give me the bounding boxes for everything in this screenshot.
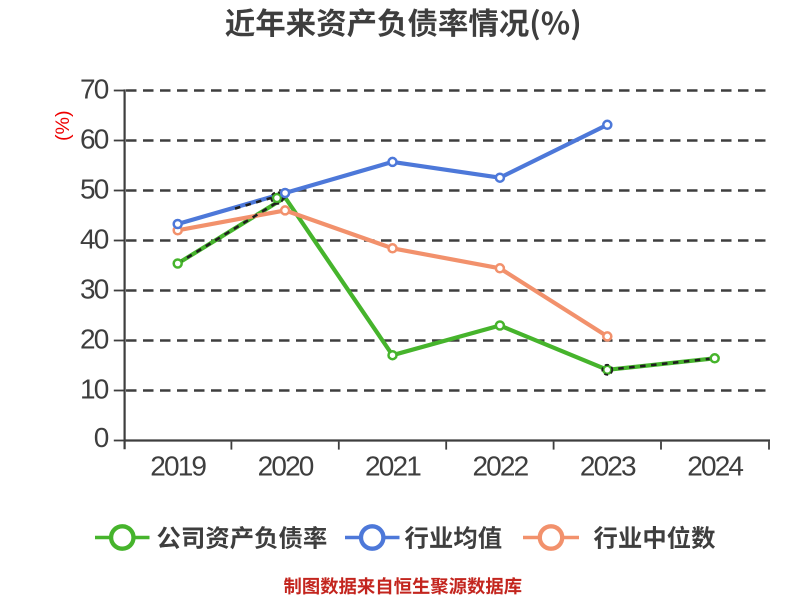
svg-text:2024: 2024 (687, 451, 743, 482)
svg-text:50: 50 (80, 174, 109, 205)
svg-text:(%): (%) (52, 110, 74, 141)
svg-text:2020: 2020 (258, 451, 314, 482)
svg-text:10: 10 (80, 374, 109, 405)
svg-text:2023: 2023 (580, 451, 636, 482)
svg-text:40: 40 (80, 224, 109, 255)
svg-text:0: 0 (94, 422, 109, 453)
svg-text:2019: 2019 (150, 451, 206, 482)
svg-text:60: 60 (80, 124, 109, 155)
svg-text:30: 30 (80, 274, 109, 305)
svg-text:70: 70 (80, 74, 109, 105)
svg-text:2022: 2022 (472, 451, 528, 482)
svg-text:2021: 2021 (365, 451, 421, 482)
svg-text:20: 20 (80, 324, 109, 355)
